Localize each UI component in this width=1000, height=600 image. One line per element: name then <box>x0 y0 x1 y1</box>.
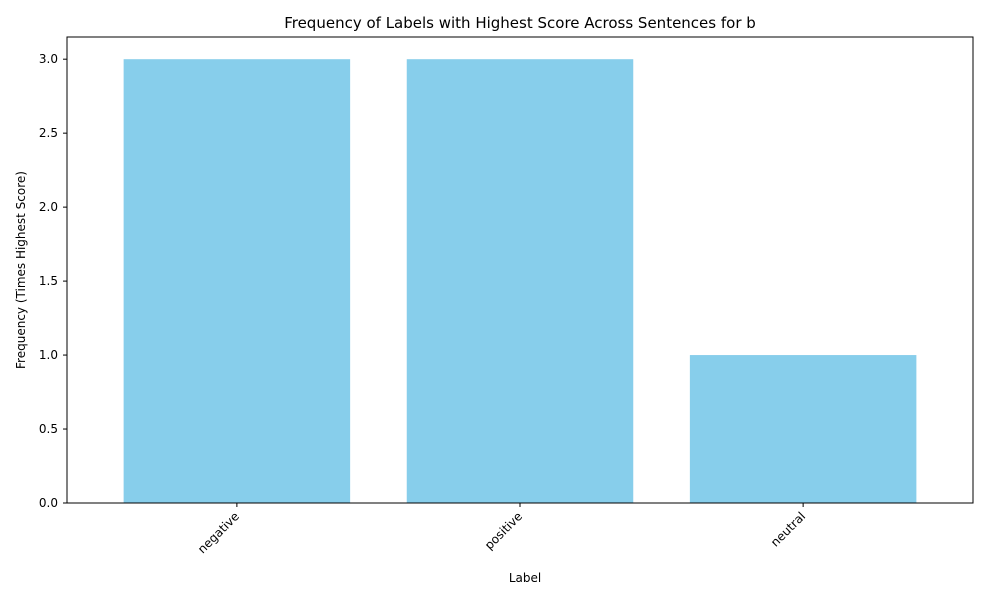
y-axis-label: Frequency (Times Highest Score) <box>14 171 28 369</box>
y-tick-label: 3.0 <box>39 52 58 66</box>
bars-group <box>123 59 917 503</box>
x-axis-ticks: negative positive neutral <box>195 503 808 556</box>
y-tick-label: 0.5 <box>39 422 58 436</box>
y-tick-label: 1.5 <box>39 274 58 288</box>
plot-frame <box>66 36 974 504</box>
y-tick-label: 2.0 <box>39 200 58 214</box>
y-axis-ticks: 0.0 0.5 1.0 1.5 2.0 2.5 3.0 <box>39 52 67 510</box>
chart-title: Frequency of Labels with Highest Score A… <box>284 14 756 32</box>
x-tick-label: neutral <box>768 509 808 549</box>
bar-negative <box>123 59 351 503</box>
x-tick-label: negative <box>195 509 242 556</box>
y-tick-label: 0.0 <box>39 496 58 510</box>
y-tick-label: 2.5 <box>39 126 58 140</box>
x-axis-label: Label <box>509 571 541 585</box>
x-tick-label: positive <box>482 509 525 552</box>
bar-positive <box>406 59 634 503</box>
y-tick-label: 1.0 <box>39 348 58 362</box>
bar-neutral <box>689 355 917 503</box>
